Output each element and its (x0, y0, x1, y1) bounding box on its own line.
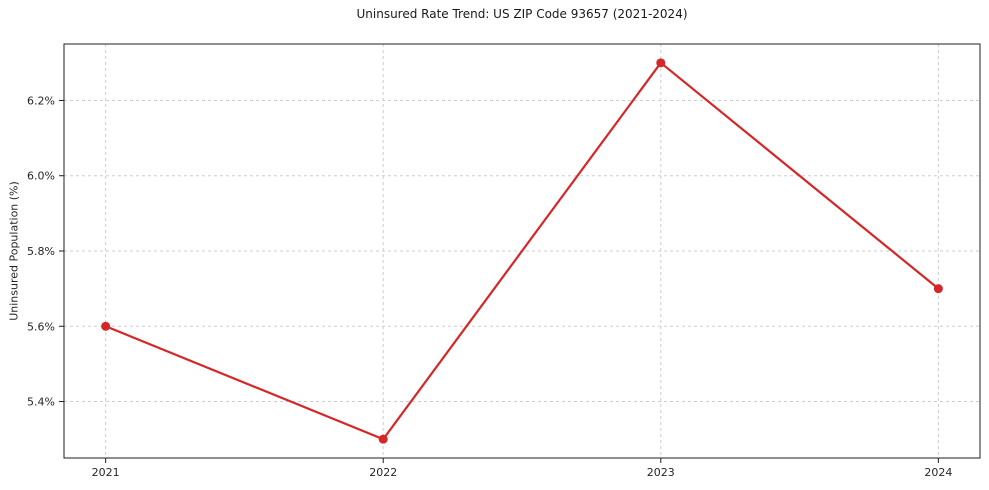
y-axis-label: Uninsured Population (%) (7, 181, 21, 321)
x-tick-label: 2024 (924, 466, 952, 479)
data-point (656, 58, 666, 68)
chart-title: Uninsured Rate Trend: US ZIP Code 93657 … (356, 7, 688, 21)
x-tick-label: 2023 (647, 466, 675, 479)
y-tick-label: 5.6% (27, 320, 55, 333)
data-point (378, 434, 388, 444)
data-point (101, 321, 111, 331)
y-tick-label: 6.2% (27, 94, 55, 107)
y-tick-label: 5.4% (27, 396, 55, 409)
y-tick-label: 5.8% (27, 245, 55, 258)
trend-line (104, 61, 940, 441)
y-tick-label: 6.0% (27, 170, 55, 183)
data-point (933, 284, 943, 294)
x-tick-label: 2022 (369, 466, 397, 479)
x-tick-label: 2021 (92, 466, 120, 479)
